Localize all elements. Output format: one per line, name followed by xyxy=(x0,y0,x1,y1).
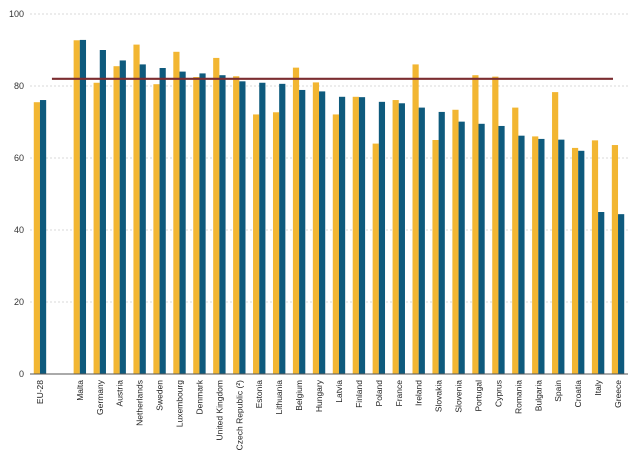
bar-series-1 xyxy=(492,76,499,374)
bar-series-2 xyxy=(159,68,166,374)
x-tick-label: Greece xyxy=(613,380,623,408)
bar-series-1 xyxy=(352,96,359,375)
bar-series-1 xyxy=(392,100,399,374)
x-tick-label: Slovenia xyxy=(454,380,464,413)
x-tick-label: Slovakia xyxy=(434,380,444,412)
bar-series-2 xyxy=(598,212,605,374)
bar-series-2 xyxy=(219,75,226,374)
bars xyxy=(33,39,625,375)
y-tick-label: 60 xyxy=(14,153,24,163)
x-tick-label: Poland xyxy=(374,380,384,407)
x-tick-label: Croatia xyxy=(573,380,583,408)
bar-series-2 xyxy=(358,97,366,374)
x-tick-label: Austria xyxy=(115,380,125,407)
x-tick-label: Ireland xyxy=(414,380,424,406)
bar-series-2 xyxy=(398,103,405,374)
x-tick-label: Luxembourg xyxy=(175,380,185,428)
bar-series-1 xyxy=(113,66,120,374)
bar-series-2 xyxy=(438,111,445,375)
x-tick-label: France xyxy=(394,380,404,407)
bar-series-1 xyxy=(512,107,519,374)
bar-series-2 xyxy=(418,107,425,374)
x-tick-label: Sweden xyxy=(155,380,165,411)
bar-series-1 xyxy=(173,51,180,375)
bar-series-1 xyxy=(591,140,599,374)
bar-series-1 xyxy=(233,76,240,374)
x-tick-label: Cyprus xyxy=(493,380,503,407)
y-axis-ticks: 0 20 40 60 80 100 xyxy=(9,9,24,379)
x-tick-label: Finland xyxy=(354,380,364,408)
y-tick-label: 0 xyxy=(19,369,24,379)
x-tick-label: Lithuania xyxy=(274,380,284,415)
x-tick-label: Denmark xyxy=(194,379,204,414)
y-tick-label: 20 xyxy=(14,297,24,307)
bar-series-2 xyxy=(558,139,565,374)
bar-series-2 xyxy=(338,96,346,375)
x-tick-label: Portugal xyxy=(474,380,484,412)
bar-series-1 xyxy=(193,77,200,374)
x-axis-labels: EU-28 Malta Germany Austria Netherlands Swede… xyxy=(35,379,623,450)
x-tick-label: Spain xyxy=(553,380,563,402)
bar-series-1 xyxy=(332,114,339,374)
y-tick-label: 80 xyxy=(14,81,24,91)
x-tick-label: Romania xyxy=(513,380,523,414)
bar-series-2 xyxy=(498,125,505,375)
x-tick-label: EU-28 xyxy=(35,380,45,404)
bar-series-1 xyxy=(432,140,439,374)
x-tick-label: Latvia xyxy=(334,380,344,403)
bar-series-2 xyxy=(119,60,126,374)
bar-series-2 xyxy=(518,135,525,374)
x-tick-label: Netherlands xyxy=(135,380,145,426)
x-tick-label: Czech Republic (²) xyxy=(234,380,244,451)
bar-series-2 xyxy=(259,82,266,374)
bar-series-1 xyxy=(571,147,579,374)
bar-series-1 xyxy=(611,145,619,374)
bar-series-1 xyxy=(153,84,160,374)
bar-series-2 xyxy=(79,39,87,375)
bar-series-2 xyxy=(378,101,386,374)
x-tick-label: Italy xyxy=(593,379,603,395)
bar-series-1 xyxy=(372,143,379,374)
x-tick-label: Germany xyxy=(95,379,105,415)
bar-series-2 xyxy=(139,64,146,375)
bar-series-2 xyxy=(618,214,625,374)
x-tick-label: Belgium xyxy=(294,380,304,411)
bar-series-1 xyxy=(253,114,260,374)
bar-series-1 xyxy=(133,44,140,374)
bar-series-2 xyxy=(179,71,186,374)
bar-series-1 xyxy=(472,75,479,374)
bar-series-2 xyxy=(319,91,326,375)
bar-series-1 xyxy=(213,57,220,375)
bar-series-1 xyxy=(272,112,280,374)
x-tick-label: Hungary xyxy=(314,379,324,412)
bar-series-2 xyxy=(279,83,286,374)
x-tick-label: Estonia xyxy=(254,380,264,409)
y-tick-label: 100 xyxy=(9,9,24,19)
bar-series-2 xyxy=(538,138,545,374)
bar-series-1 xyxy=(312,82,320,375)
bar-series-2 xyxy=(199,73,206,375)
bar-series-1 xyxy=(452,109,459,374)
bar-series-1 xyxy=(93,82,100,374)
bar-series-1 xyxy=(552,92,559,375)
bar-series-2 xyxy=(99,50,106,374)
bar-series-2 xyxy=(578,150,585,374)
bar-series-2 xyxy=(478,123,485,374)
bar-series-2 xyxy=(39,100,47,374)
x-tick-label: Bulgaria xyxy=(533,380,543,411)
bar-series-1 xyxy=(292,67,300,374)
bar-series-1 xyxy=(33,102,40,374)
bar-series-2 xyxy=(299,89,306,375)
bar-series-1 xyxy=(73,40,80,374)
x-tick-label: United Kingdom xyxy=(214,380,224,440)
bar-series-1 xyxy=(532,136,539,374)
bar-series-2 xyxy=(239,81,246,374)
bar-series-1 xyxy=(412,64,419,375)
bar-series-2 xyxy=(458,121,465,374)
x-tick-label: Malta xyxy=(75,380,85,401)
y-tick-label: 40 xyxy=(14,225,24,235)
